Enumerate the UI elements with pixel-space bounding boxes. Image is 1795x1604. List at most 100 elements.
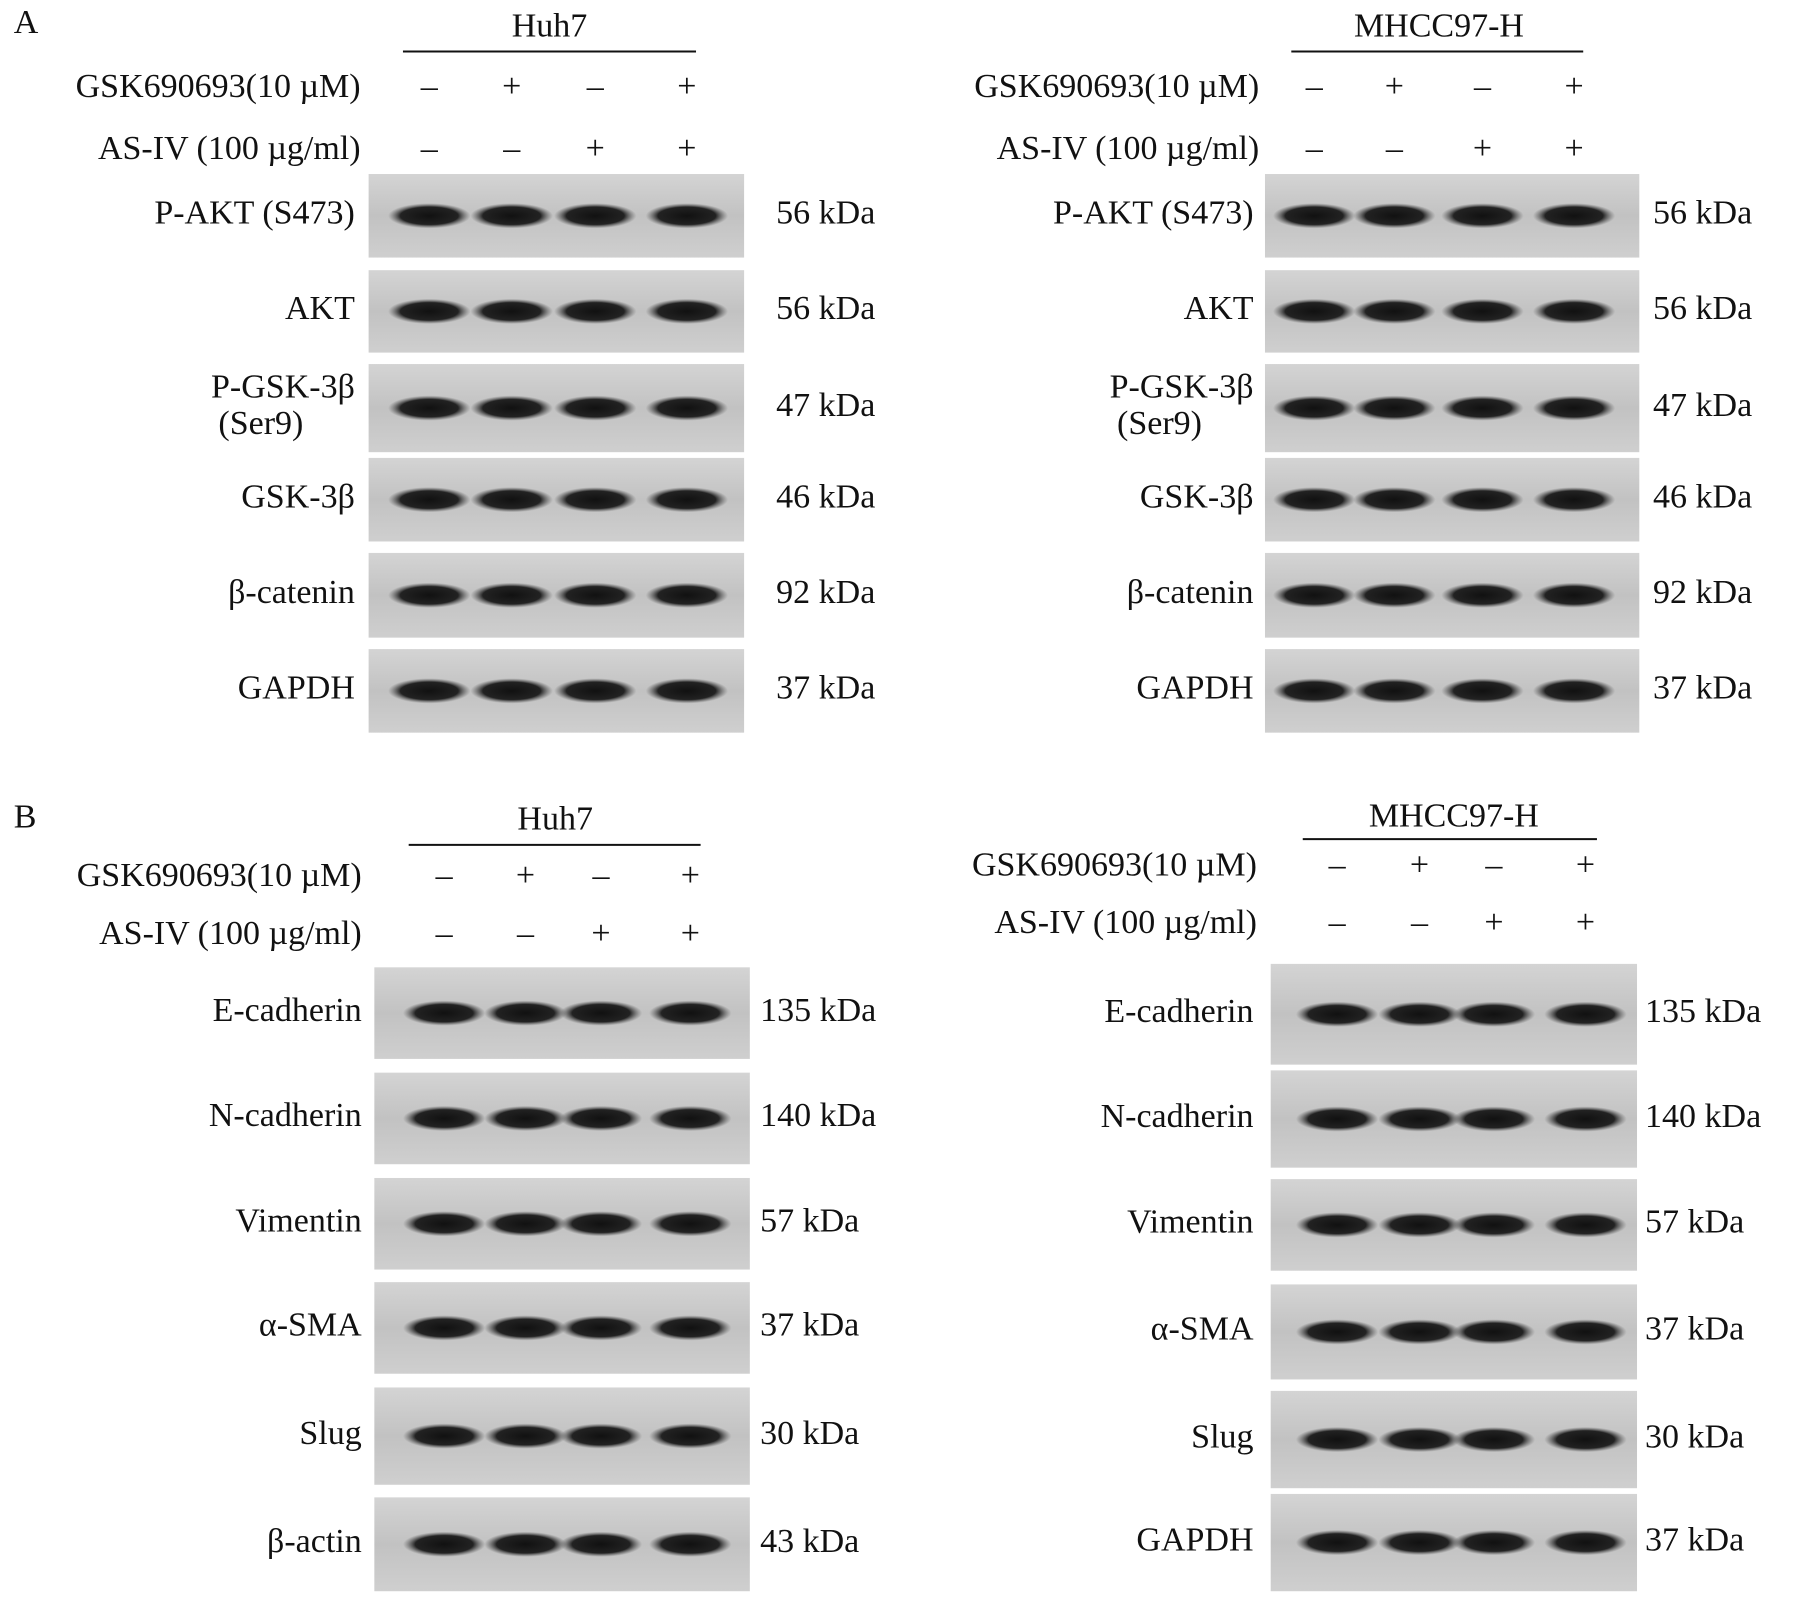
blot-band <box>1272 487 1356 513</box>
band-size: 56 kDa <box>1653 290 1752 327</box>
treatment-sign: – <box>435 915 454 952</box>
band-size: 92 kDa <box>776 574 875 611</box>
protein-label: β-catenin <box>228 574 355 611</box>
protein-label: AKT <box>285 290 355 327</box>
blot-band <box>649 1000 732 1026</box>
blot-band <box>1441 487 1524 513</box>
band-size: 46 kDa <box>1653 478 1752 515</box>
blot-band <box>1441 678 1524 704</box>
treatment-sign: – <box>420 68 439 105</box>
blot-band <box>645 487 729 513</box>
blot-band <box>402 1315 486 1341</box>
blot-band <box>559 1211 643 1237</box>
blot-band <box>554 203 637 229</box>
blot-band <box>1272 395 1356 421</box>
band-size: 56 kDa <box>1653 195 1752 232</box>
blot-band <box>1544 1106 1627 1132</box>
band-size: 57 kDa <box>760 1203 859 1240</box>
blot-band <box>1295 1001 1379 1027</box>
cell-line: Huh7 <box>517 801 593 838</box>
blot-band <box>1272 298 1356 324</box>
blot-band <box>1452 1212 1536 1238</box>
blot-band <box>554 298 637 324</box>
blot-band <box>402 1211 486 1237</box>
protein-label: GSK-3β <box>241 478 355 515</box>
band-size: 43 kDa <box>760 1523 859 1560</box>
protein-label: GSK-3β <box>1140 478 1254 515</box>
panel-letter: B <box>14 798 37 835</box>
blot-band <box>1378 1001 1461 1027</box>
blot-band <box>559 1315 643 1341</box>
treatment-sign: – <box>1484 847 1503 884</box>
blot-band <box>645 395 729 421</box>
treatment-label: AS-IV (100 µg/ml) <box>994 904 1257 941</box>
blot-band <box>402 1105 486 1132</box>
blot-band <box>1544 1426 1627 1453</box>
blot-band <box>1544 1529 1627 1556</box>
protein-label: β-catenin <box>1127 574 1254 611</box>
blot-band <box>559 1531 643 1557</box>
blot-band <box>1532 678 1616 704</box>
blot-band <box>1532 203 1616 229</box>
protein-label: P-AKT (S473) <box>1053 195 1254 232</box>
panel-letter: A <box>14 4 39 41</box>
protein-label: α-SMA <box>259 1307 362 1344</box>
blot-band <box>1295 1319 1379 1345</box>
protein-label: Slug <box>299 1415 361 1452</box>
band-size: 140 kDa <box>760 1097 876 1134</box>
treatment-sign: – <box>586 68 605 105</box>
protein-label: AKT <box>1184 290 1254 327</box>
treatment-sign: + <box>1385 68 1404 105</box>
blot-band <box>1441 395 1524 421</box>
blot-band <box>1452 1426 1536 1453</box>
blot-band <box>484 1211 567 1237</box>
band-size: 37 kDa <box>776 670 875 707</box>
band-size: 37 kDa <box>760 1307 859 1344</box>
band-size: 46 kDa <box>776 478 875 515</box>
protein-sublabel: (Ser9) <box>218 405 303 442</box>
treatment-sign: + <box>681 857 700 894</box>
blot-band <box>1272 203 1356 229</box>
blot-band <box>649 1315 732 1341</box>
blot-band <box>1544 1001 1627 1027</box>
protein-label: P-GSK-3β <box>211 369 355 406</box>
treatment-sign: – <box>1305 68 1324 105</box>
treatment-sign: – <box>516 915 535 952</box>
band-size: 47 kDa <box>776 387 875 424</box>
blot-band <box>1295 1106 1379 1132</box>
cell-line: Huh7 <box>512 7 588 44</box>
treatment-sign: + <box>1576 904 1595 941</box>
blot-band <box>649 1531 732 1557</box>
treatment-sign: + <box>1564 68 1583 105</box>
blot-band <box>388 298 471 324</box>
treatment-sign: – <box>435 857 454 894</box>
blot-band <box>402 1531 486 1557</box>
blot-band <box>470 487 553 513</box>
treatment-sign: – <box>1305 130 1324 167</box>
blot-band <box>484 1531 567 1557</box>
blot-band <box>1378 1426 1461 1453</box>
protein-label: Slug <box>1191 1418 1253 1455</box>
blot-band <box>1544 1212 1627 1238</box>
blot-band <box>1353 487 1436 513</box>
band-size: 37 kDa <box>1645 1311 1744 1348</box>
protein-label: GAPDH <box>1136 670 1253 707</box>
blot-band <box>388 203 471 229</box>
blot-band <box>1452 1529 1536 1556</box>
treatment-label: AS-IV (100 µg/ml) <box>997 130 1260 167</box>
blot-band <box>388 678 471 704</box>
blot-band <box>402 1000 486 1026</box>
protein-label: Vimentin <box>1127 1204 1253 1241</box>
treatment-sign: + <box>1576 847 1595 884</box>
blot-band <box>1353 203 1436 229</box>
blot-band <box>559 1423 643 1449</box>
blot-band <box>1441 298 1524 324</box>
cell-line: MHCC97-H <box>1354 7 1524 44</box>
protein-label: GAPDH <box>238 670 355 707</box>
protein-label: P-GSK-3β <box>1110 369 1254 406</box>
blot-band <box>484 1315 567 1341</box>
blot-band <box>1378 1319 1461 1345</box>
blot-band <box>1272 678 1356 704</box>
blot-band <box>1295 1426 1379 1453</box>
